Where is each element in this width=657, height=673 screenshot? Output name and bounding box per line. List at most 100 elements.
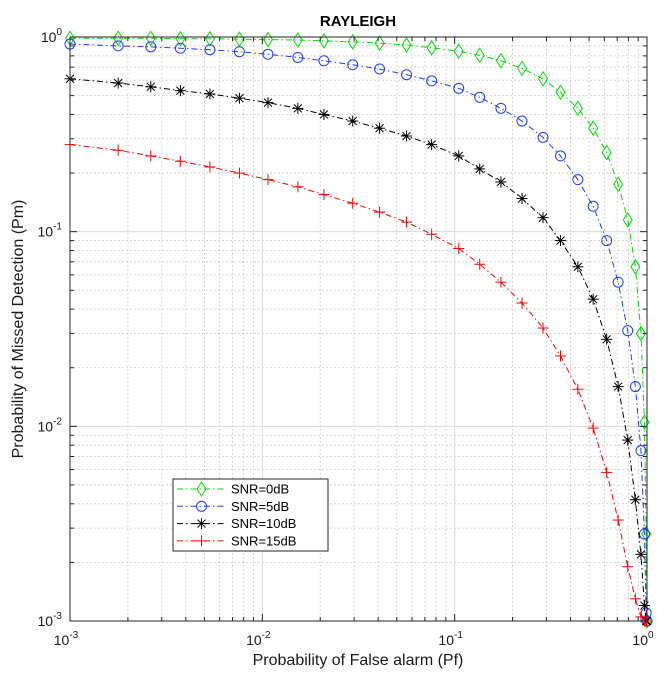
- data-point: [145, 41, 157, 53]
- data-point: [601, 466, 613, 478]
- data-point: [113, 30, 124, 47]
- y-tick-labels: 100 10-1 10-2 10-3: [38, 27, 63, 629]
- data-point: [635, 445, 647, 457]
- data-point: [554, 150, 566, 162]
- data-point: [601, 144, 612, 161]
- data-point: [401, 69, 413, 81]
- data-point: [555, 84, 566, 101]
- data-point: [453, 242, 465, 254]
- minor-grid: [70, 37, 647, 621]
- star-stroke: [517, 194, 527, 203]
- x-tick-labels: 10-3 10-2 10-1 100: [54, 630, 654, 648]
- data-point: [612, 276, 624, 288]
- data-point: [145, 81, 157, 93]
- star-stroke: [146, 82, 156, 92]
- data-point: [426, 228, 438, 240]
- data-point: [112, 144, 124, 156]
- data-point: [318, 189, 330, 201]
- star-stroke: [197, 519, 206, 528]
- data-point: [537, 212, 549, 224]
- data-point: [554, 350, 566, 362]
- y-axis-label: Probability of Missed Detection (Pm): [10, 200, 27, 459]
- data-point: [175, 30, 186, 47]
- data-point: [613, 176, 624, 193]
- data-point: [629, 494, 641, 506]
- data-point: [174, 155, 186, 167]
- data-point: [622, 325, 634, 337]
- data-point: [174, 42, 186, 54]
- star-stroke: [602, 334, 611, 344]
- data-point: [474, 47, 485, 64]
- data-point: [374, 63, 386, 75]
- plot-background: [70, 37, 647, 621]
- star-stroke: [623, 435, 633, 445]
- x-tick-label: 10-1: [438, 630, 463, 648]
- data-point: [635, 548, 647, 560]
- legend-marker: [196, 535, 207, 547]
- data-point: [612, 381, 624, 393]
- data-point: [638, 528, 650, 540]
- star-stroke: [573, 262, 583, 272]
- star-stroke: [475, 164, 485, 174]
- data-point: [374, 35, 385, 52]
- series-2: [64, 38, 653, 627]
- data-point: [495, 102, 507, 114]
- data-point: [374, 122, 386, 134]
- star-stroke: [556, 236, 565, 245]
- star-stroke: [427, 140, 436, 149]
- data-point: [374, 206, 386, 218]
- data-point: [495, 276, 507, 288]
- data-point: [622, 211, 633, 228]
- data-point: [622, 434, 634, 446]
- star-stroke: [293, 104, 303, 113]
- data-point: [233, 46, 245, 58]
- star-stroke: [402, 131, 411, 141]
- data-point: [572, 100, 583, 117]
- data-point: [572, 174, 584, 186]
- series-layer: [64, 30, 653, 629]
- x-tick-label: 10-3: [54, 630, 79, 648]
- x-axis-label: Probability of False alarm (Pf): [253, 652, 464, 669]
- data-point: [495, 52, 507, 69]
- data-point: [537, 131, 549, 143]
- data-point: [233, 92, 245, 104]
- data-point: [587, 422, 599, 434]
- data-point: [474, 91, 486, 103]
- data-point: [588, 120, 599, 137]
- series-line: [69, 144, 647, 622]
- data-point: [347, 115, 359, 127]
- chart-title: RAYLEIGH: [320, 13, 396, 30]
- series-line: [70, 37, 648, 622]
- data-point: [622, 561, 634, 573]
- plot-frame: [69, 36, 648, 622]
- data-point: [587, 200, 599, 212]
- data-point: [347, 33, 358, 50]
- data-point: [174, 85, 186, 97]
- legend-marker: [196, 500, 207, 512]
- data-point: [629, 593, 641, 605]
- data-point: [537, 70, 549, 87]
- legend-label: SNR=10dB: [231, 516, 296, 531]
- data-point: [516, 115, 528, 127]
- star-stroke: [348, 116, 358, 126]
- star-stroke: [375, 123, 384, 133]
- data-point: [572, 383, 584, 395]
- data-point: [453, 82, 465, 94]
- data-point: [516, 297, 528, 309]
- data-point: [347, 59, 359, 71]
- data-point: [204, 30, 216, 47]
- data-point: [453, 150, 465, 162]
- star-stroke: [454, 151, 464, 161]
- data-point: [630, 258, 641, 275]
- data-point: [612, 514, 624, 526]
- star-stroke: [538, 213, 548, 222]
- star-stroke: [263, 98, 273, 107]
- data-point: [635, 325, 647, 342]
- data-point: [292, 181, 304, 193]
- data-point: [601, 333, 613, 345]
- data-point: [601, 235, 613, 247]
- star-stroke: [588, 294, 598, 304]
- data-point: [638, 600, 650, 612]
- data-point: [112, 77, 124, 89]
